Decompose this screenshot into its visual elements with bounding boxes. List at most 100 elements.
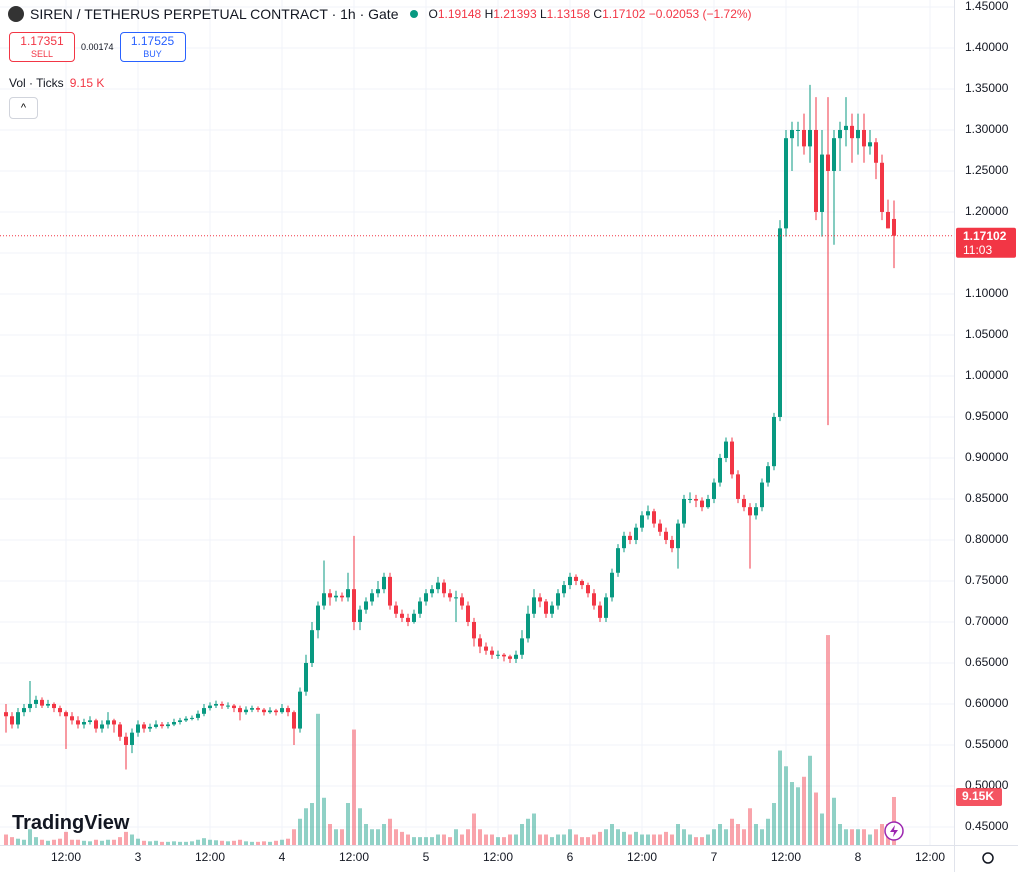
candle-body [826, 154, 830, 171]
candle-body [358, 609, 362, 622]
candle-body [808, 129, 812, 147]
volume-bar [154, 840, 158, 845]
volume-bar [16, 838, 20, 845]
candle-body [856, 129, 860, 139]
candle-body [706, 498, 710, 508]
candle-body [778, 228, 782, 417]
spread: 0.00174 [81, 42, 114, 52]
volume-bar [22, 839, 26, 845]
candle-body [178, 720, 182, 723]
volume-bar [712, 829, 716, 845]
candle-body [298, 691, 302, 729]
volume-bar [532, 813, 536, 845]
candle-body [604, 597, 608, 618]
y-tick-label: 0.60000 [965, 696, 1009, 710]
volume-bar [790, 782, 794, 845]
candle-body [472, 621, 476, 639]
symbol-title[interactable]: SIREN / TETHERUS PERPETUAL CONTRACT · 1h… [30, 6, 399, 22]
volume-bar [478, 829, 482, 845]
volume-bar [166, 841, 170, 845]
volume-bar [106, 839, 110, 845]
status-dot [410, 10, 419, 18]
volume-bar [232, 840, 236, 845]
volume-bar [724, 829, 728, 845]
candle-body [406, 617, 410, 622]
candle-body [430, 589, 434, 594]
candle-body [82, 722, 86, 725]
volume-bar [688, 834, 692, 845]
x-tick-label: 5 [423, 850, 430, 864]
countdown-label: 11:03 [963, 243, 992, 257]
candle-body [58, 708, 62, 713]
volume-bar [244, 841, 248, 845]
candle-body [28, 703, 32, 709]
candle-body [4, 712, 8, 717]
volume-bar [424, 837, 428, 845]
volume-bar [472, 813, 476, 845]
volume-bar [76, 839, 80, 845]
volume-bar [604, 829, 608, 845]
y-tick-label: 1.20000 [965, 204, 1009, 218]
volume-bar [346, 803, 350, 845]
candle-body [694, 498, 698, 501]
x-tick-label: 8 [855, 850, 862, 864]
candle-body [850, 125, 854, 139]
volume-bar [364, 824, 368, 845]
candle-body [94, 720, 98, 729]
candle-body [586, 585, 590, 594]
collapse-button[interactable]: ^ [9, 97, 38, 119]
candle-body [544, 601, 548, 614]
header: SIREN / TETHERUS PERPETUAL CONTRACT · 1h… [8, 6, 752, 22]
volume-bar [538, 834, 542, 845]
volume-bar [10, 837, 14, 845]
x-tick-label: 3 [135, 850, 142, 864]
x-tick-label: 12:00 [627, 850, 657, 864]
change: −0.02053 (−1.72%) [648, 7, 752, 21]
volume-bar [520, 824, 524, 845]
volume-bar [202, 838, 206, 845]
candle-body [760, 482, 764, 508]
volume-bar [664, 831, 668, 845]
candle-body [736, 474, 740, 499]
volume-bar [130, 834, 134, 845]
volume-bar [736, 824, 740, 845]
candle-body [634, 527, 638, 540]
candle-body [148, 726, 152, 729]
candle-body [118, 724, 122, 737]
buy-button[interactable]: 1.17525 BUY [119, 32, 186, 62]
volume-bar [862, 829, 866, 845]
volume-bar [136, 838, 140, 845]
candle-body [226, 705, 230, 707]
volume-bar [634, 831, 638, 845]
candle-body [562, 585, 566, 594]
candle-body [484, 646, 488, 651]
volume-bar [394, 829, 398, 845]
candle-body [658, 523, 662, 532]
volume-bar [160, 841, 164, 845]
candle-body [646, 511, 650, 516]
candle-body [748, 507, 752, 516]
candle-body [220, 703, 224, 706]
trade-buttons: 1.17351 SELL 0.00174 1.17525 BUY [9, 32, 186, 62]
volume-bar [580, 837, 584, 845]
candle-body [46, 703, 50, 706]
volume-bar [112, 839, 116, 845]
sell-button[interactable]: 1.17351 SELL [9, 32, 75, 62]
candle-body [196, 713, 200, 718]
volume-bar [868, 834, 872, 845]
volume-bar [52, 839, 56, 845]
candle-body [838, 129, 842, 139]
volume-bar [88, 841, 92, 845]
volume-bar [562, 834, 566, 845]
candle-body [106, 720, 110, 725]
volume-bar [334, 829, 338, 845]
volume-bar [448, 837, 452, 845]
volume-bar [250, 841, 254, 845]
volume-bar [94, 839, 98, 845]
volume-bar [58, 838, 62, 845]
candle-body [274, 710, 278, 713]
volume-bar [124, 831, 128, 845]
volume-bar [880, 824, 884, 845]
candle-body [382, 576, 386, 590]
volume-bar [586, 837, 590, 845]
